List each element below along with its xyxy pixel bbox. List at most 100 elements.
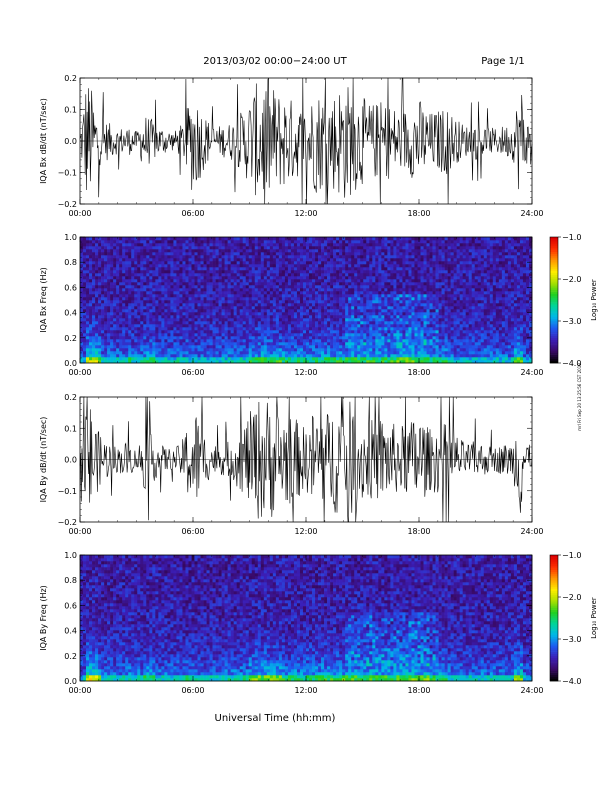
spectrogram-cell (260, 276, 265, 280)
spectrogram-cell (342, 315, 346, 319)
spectrogram-cell (287, 261, 292, 265)
spectrogram-cell (143, 336, 147, 340)
spectrogram-cell (179, 288, 183, 292)
spectrogram-cell (233, 312, 237, 316)
spectrogram-cell (272, 333, 277, 337)
spectrogram-cell (209, 360, 213, 364)
spectrogram-cell (318, 261, 322, 265)
spectrogram-cell (257, 249, 262, 253)
spectrogram-cell (86, 306, 90, 310)
spectrogram-cell (281, 261, 286, 265)
spectrogram-cell (155, 330, 159, 334)
spectrogram-cell (101, 297, 105, 301)
spectrogram-cell (312, 273, 316, 277)
spectrogram-cell (143, 300, 147, 304)
spectrogram-cell (107, 282, 111, 286)
spectrogram-cell (212, 321, 216, 325)
spectrogram-cell (333, 240, 337, 244)
spectrogram-cell (363, 297, 367, 301)
spectrogram-cell (107, 243, 111, 247)
spectrogram-cell (173, 303, 177, 307)
spectrogram-cell (248, 303, 253, 307)
spectrogram-cell (345, 240, 349, 244)
spectrogram-cell (125, 282, 129, 286)
spectrogram-cell (272, 306, 277, 310)
spectrogram-cell (405, 255, 409, 259)
spectrogram-cell (345, 339, 349, 343)
spectrogram-cell (251, 324, 256, 328)
spectrogram-cell (408, 240, 412, 244)
spectrogram-cell (293, 297, 298, 301)
spectrogram-cell (269, 345, 274, 349)
spectrogram-cell (312, 306, 316, 310)
spectrogram-cell (375, 294, 379, 298)
spectrogram-cell (170, 270, 174, 274)
spectrogram-cell (339, 339, 343, 343)
spectrogram-cell (387, 279, 391, 283)
spectrogram-cell (339, 330, 343, 334)
spectrogram-cell (257, 258, 262, 262)
spectrogram-cell (233, 360, 237, 364)
spectrogram-cell (104, 321, 108, 325)
spectrogram-cell (248, 273, 253, 277)
spectrogram-cell (146, 306, 150, 310)
spectrogram-cell (218, 276, 222, 280)
spectrogram-cell (110, 240, 114, 244)
spectrogram-cell (315, 351, 319, 355)
spectrogram-cell (137, 306, 141, 310)
spectrogram-cell (125, 342, 129, 346)
spectrogram-cell (254, 285, 259, 289)
spectrogram-cell (354, 285, 358, 289)
spectrogram-cell (155, 321, 159, 325)
spectrogram-cell (330, 318, 334, 322)
spectrogram-cell (167, 351, 171, 355)
spectrogram-cell (197, 306, 201, 310)
spectrogram-cell (233, 297, 237, 301)
spectrogram-cell (257, 261, 262, 265)
spectrogram-cell (215, 348, 219, 352)
spectrogram-cell (131, 297, 135, 301)
spectrogram-cell (182, 249, 186, 253)
spectrogram-cell (393, 333, 397, 337)
spectrogram-cell (164, 264, 168, 268)
spectrogram-cell (269, 348, 274, 352)
spectrogram-cell (302, 243, 307, 247)
spectrogram-cell (411, 264, 415, 268)
spectrogram-cell (191, 273, 195, 277)
spectrogram-cell (155, 249, 159, 253)
spectrogram-cell (233, 345, 237, 349)
spectrogram-cell (278, 264, 283, 268)
spectrogram-cell (321, 246, 325, 250)
spectrogram-cell (119, 357, 123, 361)
spectrogram-cell (194, 315, 198, 319)
spectrogram-cell (423, 279, 427, 283)
spectrogram-cell (170, 315, 174, 319)
spectrogram-cell (140, 339, 144, 343)
spectrogram-cell (284, 285, 289, 289)
spectrogram-cell (257, 264, 262, 268)
spectrogram-cell (260, 267, 265, 271)
spectrogram-cell (158, 294, 162, 298)
spectrogram-cell (221, 351, 225, 355)
spectrogram-cell (152, 270, 156, 274)
spectrogram-cell (119, 249, 123, 253)
spectrogram-cell (149, 330, 153, 334)
spectrogram-cell (296, 255, 301, 259)
spectrogram-cell (327, 270, 331, 274)
spectrogram-cell (260, 270, 265, 274)
spectrogram-cell (173, 318, 177, 322)
spectrogram-cell (170, 348, 174, 352)
spectrogram-cell (266, 309, 271, 313)
spectrogram-cell (104, 330, 108, 334)
spectrogram-cell (354, 294, 358, 298)
spectrogram-cell (125, 249, 129, 253)
spectrogram-cell (260, 309, 265, 313)
spectrogram-cell (272, 324, 277, 328)
spectrogram-cell (83, 255, 87, 259)
spectrogram-cell (185, 285, 189, 289)
spectrogram-cell (396, 312, 400, 316)
spectrogram-cell (330, 240, 334, 244)
spectrogram-cell (230, 348, 234, 352)
spectrogram-cell (98, 246, 102, 250)
